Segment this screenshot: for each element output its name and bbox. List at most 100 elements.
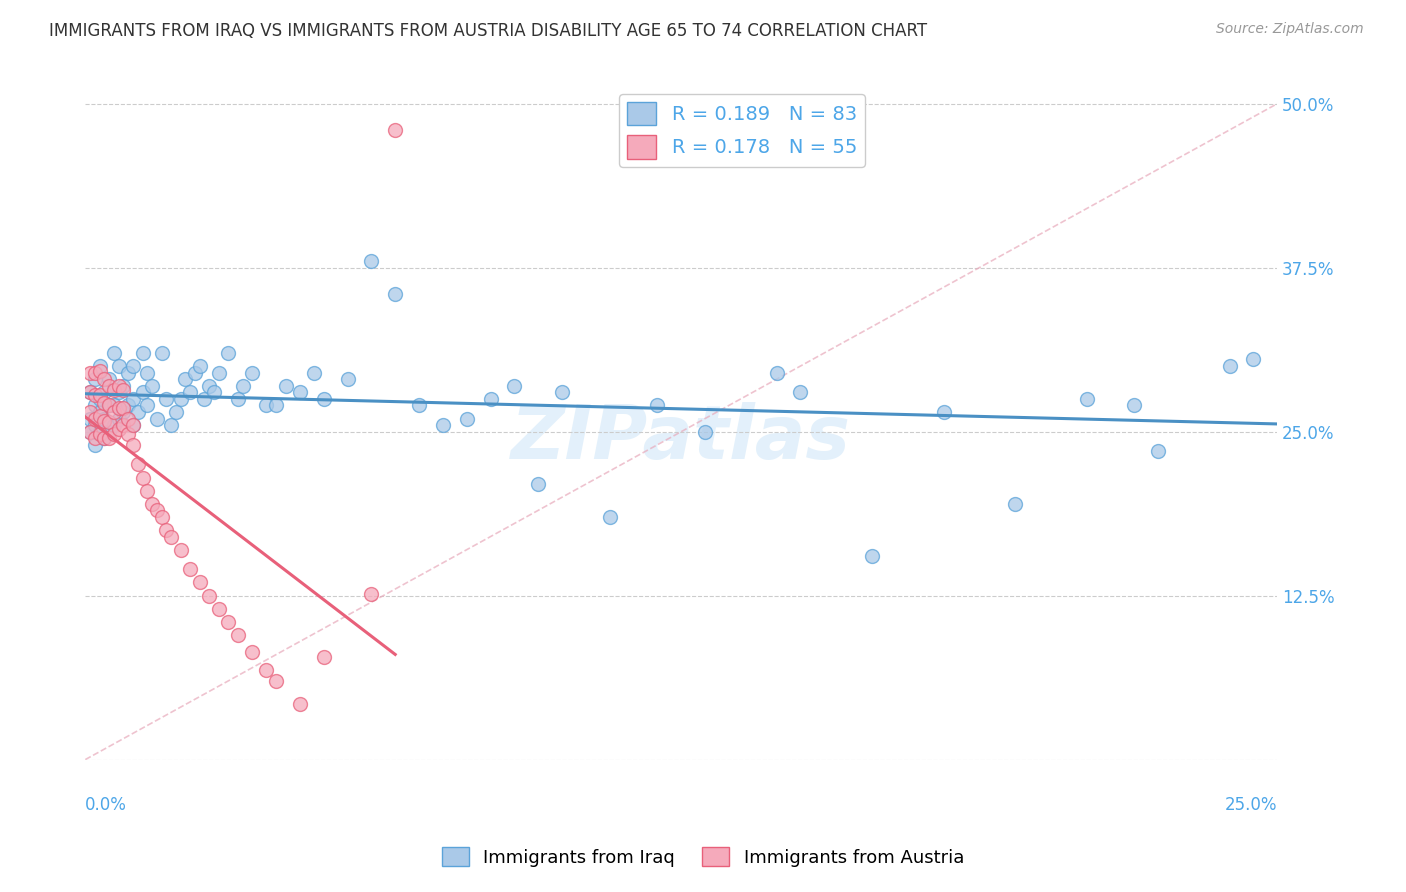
Point (107, 401, 129, 415)
Point (112, 378, 135, 392)
Point (165, 405, 187, 419)
Point (89, 364, 111, 378)
Point (83, 388, 105, 402)
Point (98, 416, 121, 430)
Point (131, 346, 153, 360)
Point (384, 286, 406, 301)
Point (160, 530, 183, 544)
Point (89, 388, 111, 402)
Point (117, 366, 139, 380)
Point (146, 503, 169, 517)
Point (107, 359, 129, 373)
Point (103, 418, 125, 433)
Point (179, 385, 201, 400)
Point (312, 392, 335, 406)
Point (274, 378, 297, 392)
Text: 25.0%: 25.0% (1225, 797, 1277, 814)
Point (112, 383, 135, 397)
Point (107, 411, 129, 425)
Point (1219, 359, 1241, 373)
Point (103, 346, 125, 360)
Point (107, 422, 129, 436)
Point (117, 427, 139, 442)
Point (1241, 352, 1264, 367)
Point (107, 385, 129, 400)
Point (122, 438, 145, 452)
Point (384, 123, 406, 137)
Point (93, 411, 115, 425)
Point (117, 411, 139, 425)
Point (131, 470, 153, 484)
Point (136, 483, 159, 498)
Point (288, 385, 311, 400)
Point (226, 392, 249, 406)
Point (83, 411, 105, 425)
Point (789, 385, 811, 400)
Point (150, 346, 173, 360)
Point (112, 418, 135, 433)
Point (432, 418, 454, 433)
Point (83, 431, 105, 445)
Point (240, 645, 263, 659)
Point (169, 392, 191, 406)
Point (217, 615, 239, 629)
Point (179, 562, 201, 576)
Point (131, 385, 153, 400)
Legend: R = 0.189   N = 83, R = 0.178   N = 55: R = 0.189 N = 83, R = 0.178 N = 55 (620, 94, 865, 167)
Point (127, 405, 149, 419)
Point (89, 405, 111, 419)
Text: IMMIGRANTS FROM IRAQ VS IMMIGRANTS FROM AUSTRIA DISABILITY AGE 65 TO 74 CORRELAT: IMMIGRANTS FROM IRAQ VS IMMIGRANTS FROM … (49, 22, 928, 40)
Point (103, 398, 125, 412)
Point (93, 372, 115, 386)
Point (256, 398, 278, 412)
Point (83, 366, 105, 380)
Point (103, 405, 125, 419)
Point (79, 385, 101, 400)
Point (98, 378, 121, 392)
Point (456, 411, 478, 425)
Point (103, 427, 125, 442)
Point (169, 542, 191, 557)
Point (312, 650, 335, 665)
Point (122, 418, 145, 433)
Point (141, 497, 163, 511)
Point (83, 438, 105, 452)
Point (150, 509, 173, 524)
Text: ZIPatlas: ZIPatlas (512, 402, 851, 475)
Point (89, 425, 111, 439)
Point (155, 523, 177, 537)
Point (765, 366, 787, 380)
Point (174, 372, 197, 386)
Point (193, 392, 215, 406)
Point (93, 431, 115, 445)
Point (226, 628, 249, 642)
Point (141, 378, 163, 392)
Point (83, 398, 105, 412)
Point (122, 359, 145, 373)
Point (79, 385, 101, 400)
Point (202, 385, 225, 400)
Point (136, 398, 159, 412)
Point (479, 392, 502, 406)
Point (127, 458, 149, 472)
Point (188, 359, 211, 373)
Point (527, 477, 550, 491)
Point (89, 359, 111, 373)
Point (599, 509, 621, 524)
Point (98, 372, 121, 386)
Point (188, 575, 211, 590)
Point (93, 414, 115, 428)
Text: Source: ZipAtlas.com: Source: ZipAtlas.com (1216, 22, 1364, 37)
Point (647, 398, 669, 412)
Point (932, 405, 955, 419)
Point (136, 366, 159, 380)
Text: 0.0%: 0.0% (86, 797, 127, 814)
Point (160, 418, 183, 433)
Point (89, 427, 111, 442)
Point (336, 372, 359, 386)
Point (232, 378, 254, 392)
Point (107, 378, 129, 392)
Point (198, 378, 221, 392)
Point (155, 392, 177, 406)
Point (360, 587, 382, 601)
